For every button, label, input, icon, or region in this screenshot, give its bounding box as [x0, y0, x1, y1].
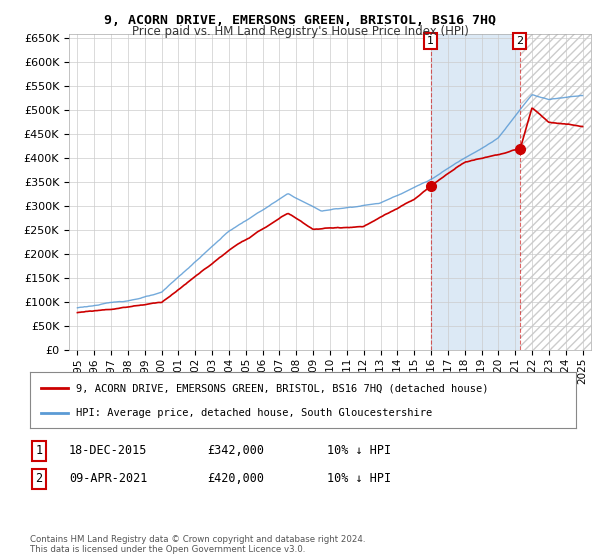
Text: 2: 2 — [516, 36, 523, 46]
Bar — [431, 34, 520, 350]
Text: Contains HM Land Registry data © Crown copyright and database right 2024.
This d: Contains HM Land Registry data © Crown c… — [30, 535, 365, 554]
Bar — [520, 34, 591, 350]
Text: 2: 2 — [35, 472, 43, 486]
Text: 09-APR-2021: 09-APR-2021 — [69, 472, 148, 486]
Text: 1: 1 — [427, 36, 434, 46]
Text: 1: 1 — [35, 444, 43, 458]
Text: 18-DEC-2015: 18-DEC-2015 — [69, 444, 148, 458]
Text: 10% ↓ HPI: 10% ↓ HPI — [327, 472, 391, 486]
Text: Price paid vs. HM Land Registry's House Price Index (HPI): Price paid vs. HM Land Registry's House … — [131, 25, 469, 38]
Text: 9, ACORN DRIVE, EMERSONS GREEN, BRISTOL, BS16 7HQ (detached house): 9, ACORN DRIVE, EMERSONS GREEN, BRISTOL,… — [76, 383, 489, 393]
Text: HPI: Average price, detached house, South Gloucestershire: HPI: Average price, detached house, Sout… — [76, 408, 433, 418]
Bar — [520, 34, 591, 350]
Text: £342,000: £342,000 — [207, 444, 264, 458]
Text: 9, ACORN DRIVE, EMERSONS GREEN, BRISTOL, BS16 7HQ: 9, ACORN DRIVE, EMERSONS GREEN, BRISTOL,… — [104, 14, 496, 27]
Text: £420,000: £420,000 — [207, 472, 264, 486]
Text: 10% ↓ HPI: 10% ↓ HPI — [327, 444, 391, 458]
